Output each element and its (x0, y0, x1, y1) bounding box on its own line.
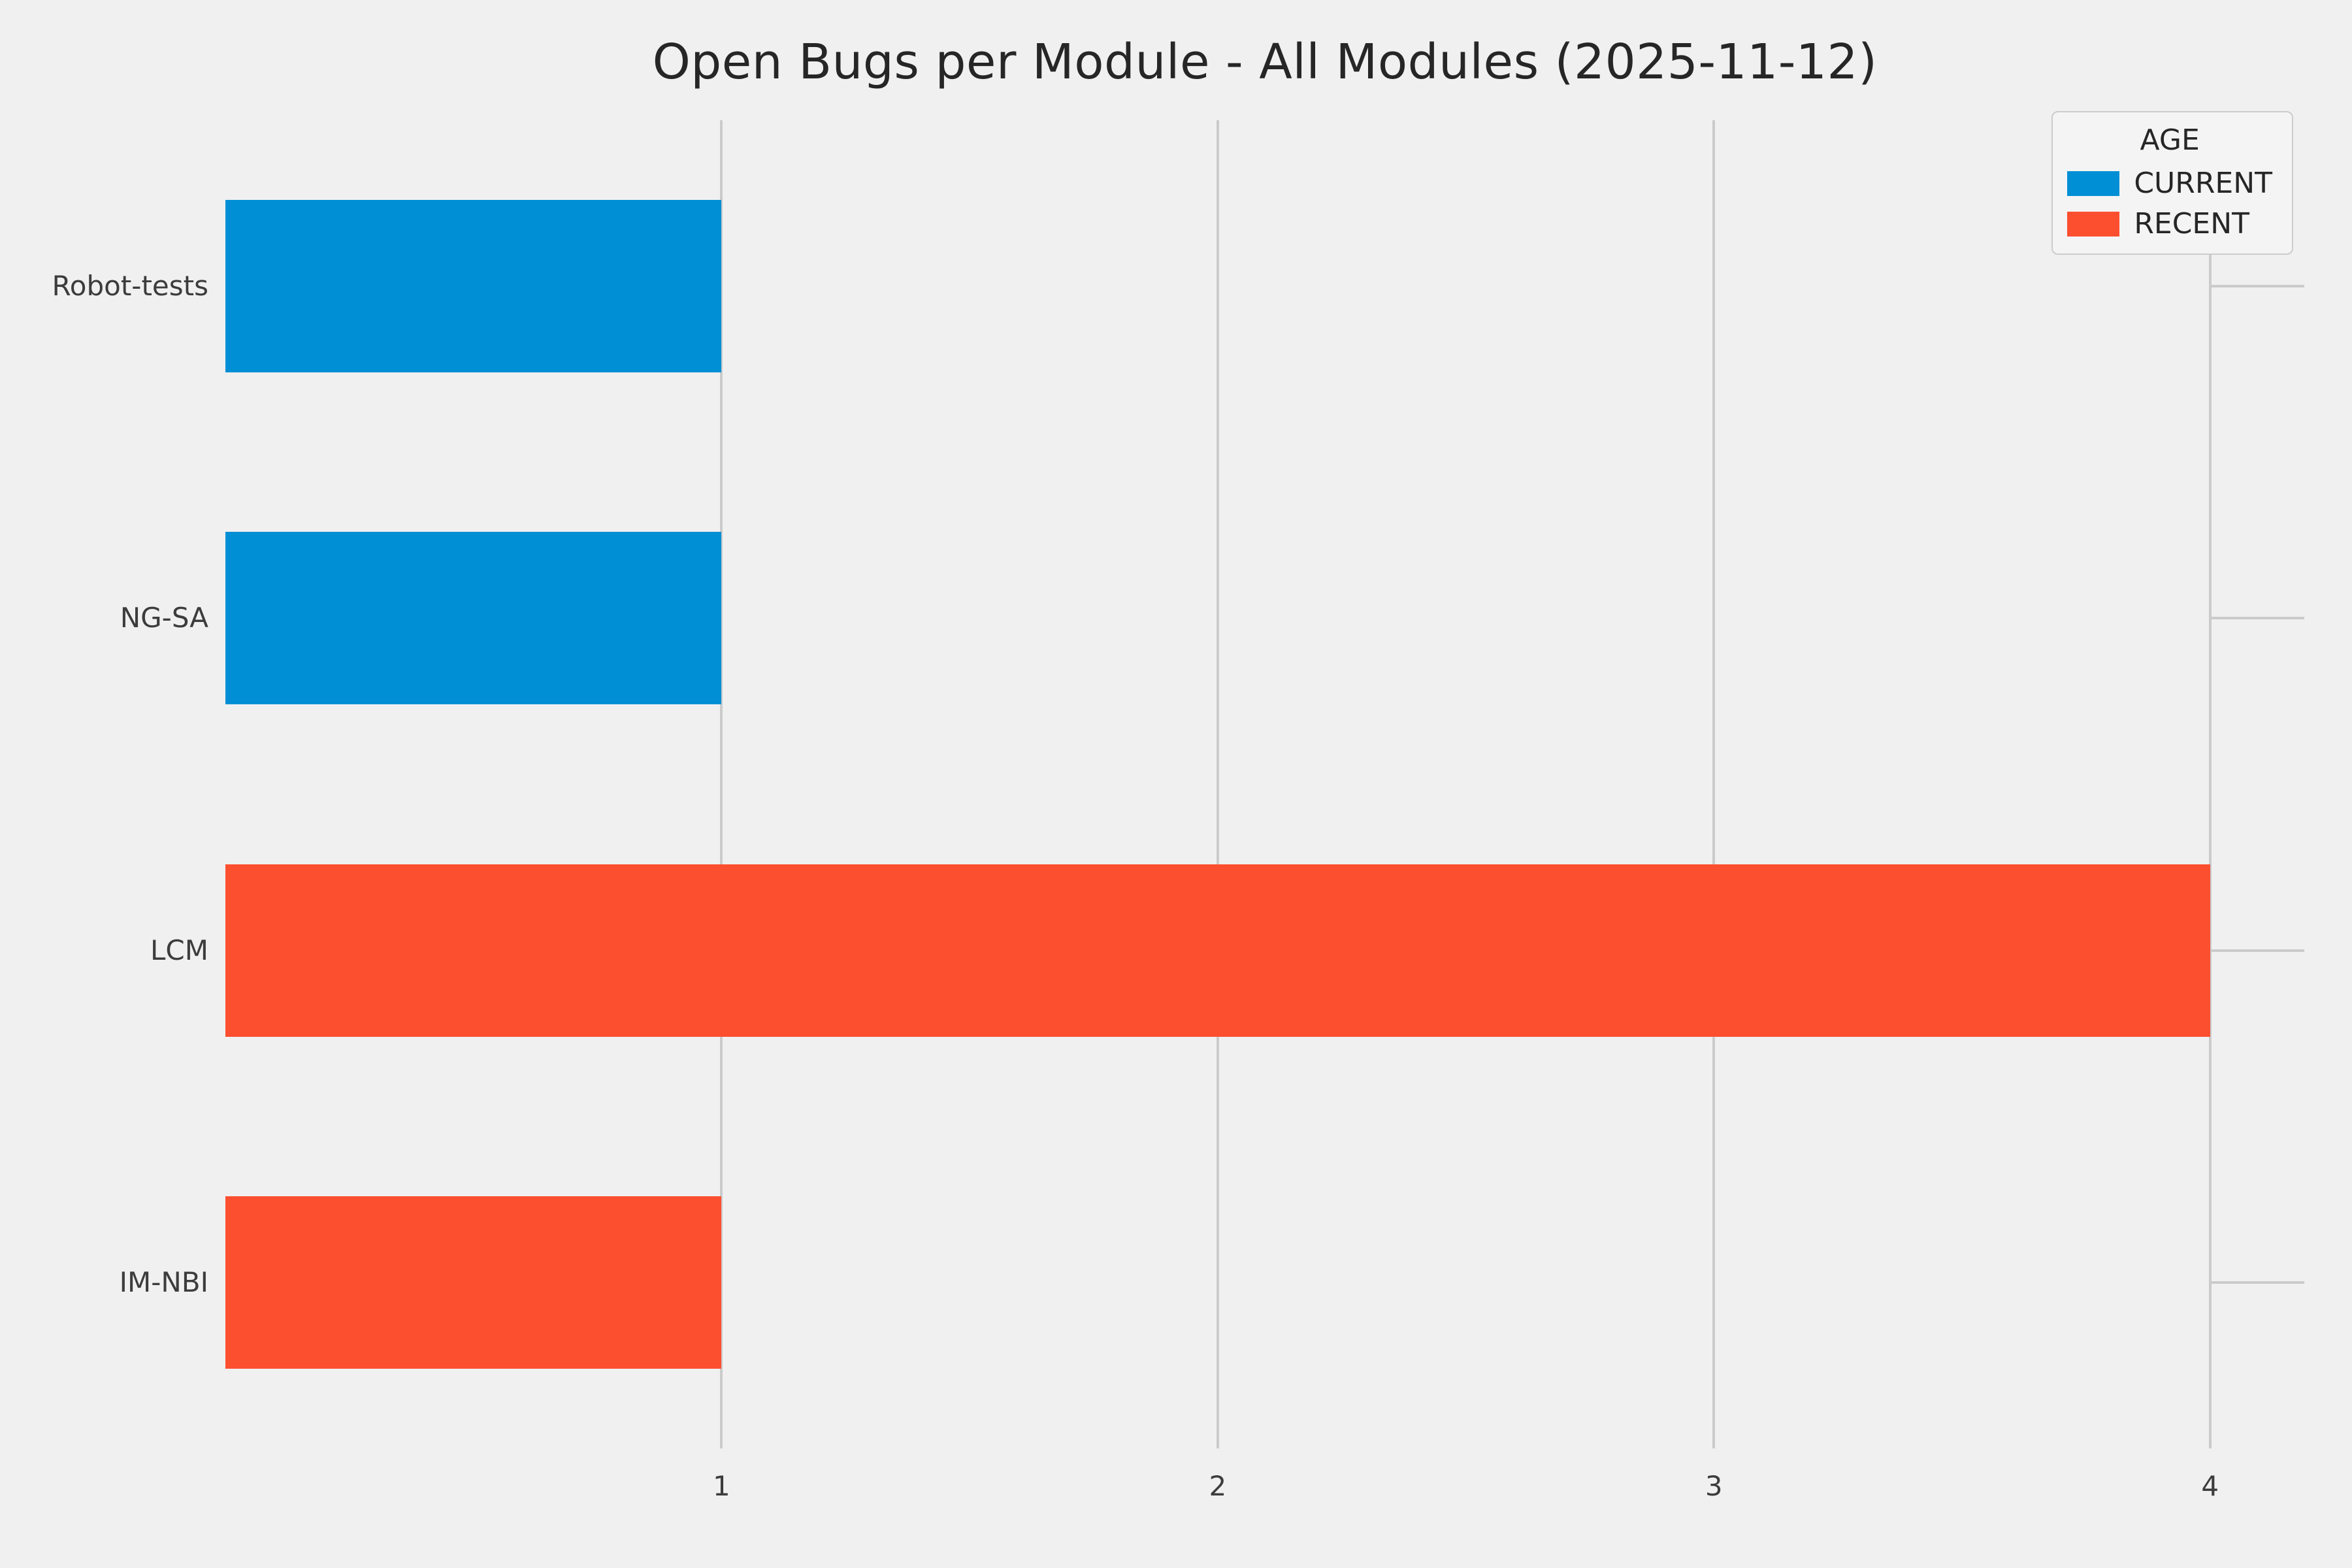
gridline-horizontal (2211, 617, 2304, 620)
x-tick-label: 3 (1705, 1470, 1723, 1502)
x-tick-label: 4 (2201, 1470, 2219, 1502)
gridline-horizontal (2211, 1281, 2304, 1284)
legend-entries: CURRENT RECENT (2067, 167, 2272, 240)
gridline-horizontal (2211, 949, 2304, 952)
legend-entry: CURRENT (2067, 167, 2272, 200)
y-tick-label: LCM (150, 934, 208, 966)
bar-im-nbi (225, 1196, 722, 1369)
legend: AGE CURRENT RECENT (2051, 111, 2293, 255)
legend-label: RECENT (2134, 207, 2250, 240)
bar-lcm (225, 864, 2210, 1037)
legend-swatch-current (2067, 171, 2120, 196)
legend-swatch-recent (2067, 212, 2120, 237)
gridline-vertical (2208, 120, 2212, 1448)
legend-entry: RECENT (2067, 208, 2272, 240)
gridline-vertical (1216, 120, 1219, 1448)
gridline-vertical (1712, 120, 1716, 1448)
plot-area (225, 120, 2304, 1448)
chart-title: Open Bugs per Module - All Modules (2025… (652, 34, 1878, 90)
y-tick-label: Robot-tests (52, 270, 208, 302)
gridline-vertical (720, 120, 723, 1448)
bar-robot-tests (225, 200, 722, 373)
gridline-horizontal (2211, 285, 2304, 288)
legend-title: AGE (2140, 123, 2200, 157)
legend-label: CURRENT (2134, 167, 2272, 200)
y-tick-label: NG-SA (120, 602, 208, 634)
y-tick-label: IM-NBI (119, 1266, 208, 1298)
bar-ng-sa (225, 532, 722, 705)
x-tick-label: 2 (1209, 1470, 1227, 1502)
x-tick-label: 1 (713, 1470, 730, 1502)
